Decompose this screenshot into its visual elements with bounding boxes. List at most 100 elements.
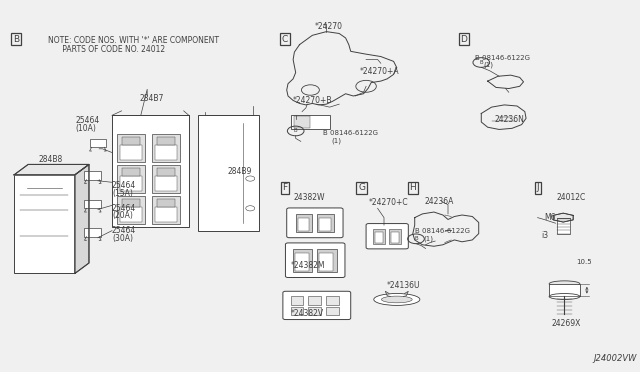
- Text: *24270+A: *24270+A: [360, 67, 399, 76]
- Text: C: C: [282, 35, 288, 44]
- Bar: [291, 296, 303, 305]
- Bar: [373, 229, 385, 244]
- Polygon shape: [75, 164, 89, 273]
- Text: (30A): (30A): [112, 234, 133, 243]
- Text: B 08146-6122G: B 08146-6122G: [415, 228, 470, 234]
- Text: 24236A: 24236A: [425, 197, 454, 206]
- Text: 24269X: 24269X: [552, 319, 581, 328]
- Bar: [317, 249, 337, 272]
- FancyBboxPatch shape: [285, 243, 345, 278]
- Bar: [84, 228, 101, 237]
- Bar: [90, 139, 106, 147]
- Text: *24270: *24270: [315, 22, 343, 31]
- Bar: [117, 196, 145, 224]
- Bar: [326, 296, 339, 305]
- Ellipse shape: [549, 281, 580, 287]
- Bar: [308, 307, 321, 315]
- Text: *24136U: *24136U: [387, 281, 420, 290]
- Bar: [319, 253, 333, 271]
- Text: B: B: [414, 236, 418, 241]
- Text: PARTS OF CODE NO. 24012: PARTS OF CODE NO. 24012: [48, 45, 165, 54]
- Bar: [152, 134, 180, 162]
- FancyBboxPatch shape: [283, 291, 351, 320]
- Text: *24382V: *24382V: [291, 309, 324, 318]
- Bar: [391, 232, 399, 243]
- Bar: [319, 218, 331, 231]
- Bar: [120, 145, 142, 160]
- Bar: [157, 137, 175, 145]
- Bar: [295, 253, 309, 271]
- Bar: [298, 218, 309, 231]
- Ellipse shape: [549, 294, 580, 299]
- Text: 24236N: 24236N: [494, 115, 524, 124]
- Text: (15A): (15A): [112, 189, 133, 198]
- Bar: [122, 168, 140, 176]
- Text: (10A): (10A): [76, 124, 97, 133]
- Polygon shape: [553, 213, 573, 222]
- Text: 25464: 25464: [112, 226, 136, 235]
- Text: (1): (1): [424, 235, 434, 242]
- Text: D: D: [461, 35, 467, 44]
- Bar: [155, 176, 177, 191]
- Text: (1): (1): [484, 62, 494, 68]
- Bar: [112, 115, 189, 227]
- Bar: [157, 199, 175, 207]
- Text: 25464: 25464: [112, 182, 136, 190]
- FancyBboxPatch shape: [14, 175, 75, 273]
- Polygon shape: [14, 164, 89, 175]
- Text: B 08146-6122G: B 08146-6122G: [323, 130, 378, 136]
- Bar: [549, 284, 580, 296]
- Bar: [122, 137, 140, 145]
- Bar: [84, 200, 101, 208]
- FancyBboxPatch shape: [287, 208, 343, 238]
- Text: 25464: 25464: [112, 204, 136, 213]
- Text: *24270+B: *24270+B: [293, 96, 333, 105]
- Text: M6: M6: [544, 213, 556, 222]
- Ellipse shape: [374, 294, 420, 305]
- Text: F: F: [282, 183, 287, 192]
- Bar: [389, 229, 401, 244]
- Bar: [557, 218, 570, 234]
- Bar: [122, 199, 140, 207]
- Bar: [293, 249, 312, 272]
- Bar: [291, 307, 303, 315]
- Text: 284B8: 284B8: [38, 155, 63, 164]
- Text: B: B: [13, 35, 19, 44]
- Text: B: B: [479, 60, 483, 65]
- Bar: [317, 214, 334, 232]
- Text: B 08146-6122G: B 08146-6122G: [475, 55, 530, 61]
- Text: 24012C: 24012C: [557, 193, 586, 202]
- Ellipse shape: [381, 296, 412, 303]
- Bar: [155, 207, 177, 222]
- Text: *24382M: *24382M: [291, 262, 326, 270]
- Bar: [120, 207, 142, 222]
- Text: (1): (1): [332, 137, 342, 144]
- Bar: [296, 214, 312, 232]
- Bar: [84, 171, 101, 180]
- Text: J: J: [536, 183, 539, 192]
- Bar: [198, 115, 259, 231]
- Text: *24270+C: *24270+C: [369, 198, 408, 207]
- Bar: [152, 165, 180, 193]
- Text: 24382W: 24382W: [293, 193, 324, 202]
- Text: 284B7: 284B7: [140, 94, 164, 103]
- Bar: [291, 115, 330, 129]
- Bar: [375, 232, 383, 243]
- Text: 10.5: 10.5: [576, 259, 591, 265]
- Bar: [157, 168, 175, 176]
- Text: i3: i3: [541, 231, 548, 240]
- Bar: [152, 196, 180, 224]
- Text: 25464: 25464: [76, 116, 100, 125]
- Text: (20A): (20A): [112, 211, 133, 220]
- Bar: [117, 134, 145, 162]
- Text: B: B: [294, 128, 298, 134]
- Bar: [308, 296, 321, 305]
- Text: H: H: [410, 183, 416, 192]
- FancyBboxPatch shape: [366, 224, 408, 249]
- Bar: [294, 116, 310, 128]
- Text: NOTE: CODE NOS. WITH '*' ARE COMPONENT: NOTE: CODE NOS. WITH '*' ARE COMPONENT: [48, 36, 219, 45]
- Text: 284B9: 284B9: [227, 167, 252, 176]
- Bar: [155, 145, 177, 160]
- Text: J24002VW: J24002VW: [593, 354, 637, 363]
- Bar: [117, 165, 145, 193]
